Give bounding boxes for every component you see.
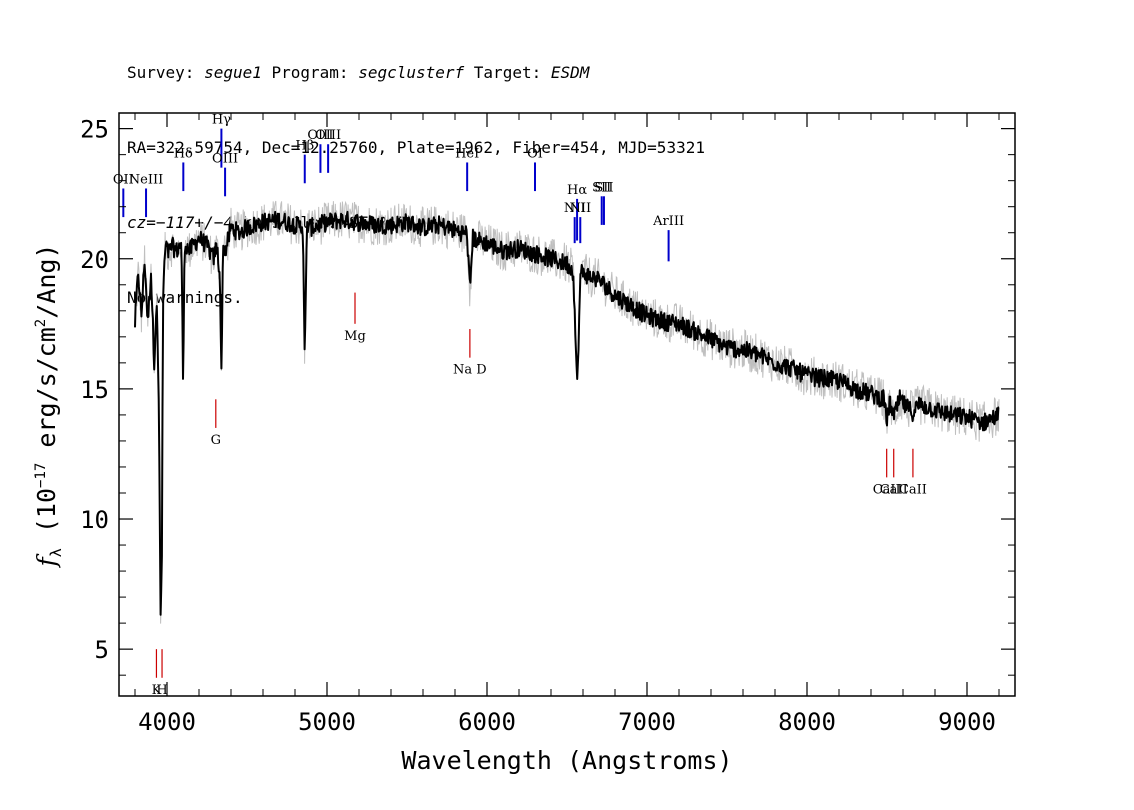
survey-prefix: Survey: (127, 63, 205, 82)
program-value: segclusterf (358, 63, 465, 82)
absorption-line-label: CaII (880, 482, 908, 497)
y-tick-label: 10 (80, 506, 109, 534)
redshift-value: cz=−117+/−4 (127, 213, 233, 232)
absorption-line-label: Mg (344, 329, 366, 344)
y-tick-label: 5 (95, 636, 109, 664)
emission-line-label: OII (113, 172, 134, 187)
emission-line-label: Hδ (174, 146, 193, 161)
x-tick-label: 4000 (138, 708, 196, 736)
emission-line-label: OIII (315, 128, 341, 143)
program-prefix: Program: (261, 63, 359, 82)
emission-line-label: Hγ (212, 113, 231, 128)
target-value: ESDM (550, 63, 590, 82)
survey-value: segue1 (204, 63, 262, 82)
emission-line-label: HeI (455, 146, 479, 161)
absorption-line-label: H (156, 683, 167, 698)
x-axis-title: Wavelength (Angstroms) (401, 746, 732, 775)
absorption-line-label: K (152, 683, 162, 698)
flux-line (134, 210, 1000, 616)
absorption-line-label: Na D (453, 363, 487, 378)
emission-line-label: NeIII (129, 172, 163, 187)
header-line-coords: RA=322.59754, Dec=12.25760, Plate=1962, … (127, 138, 705, 157)
emission-line-label: SII (594, 180, 613, 195)
y-axis-title: fλ (10−17 erg/s/cm2/Ang) (32, 244, 65, 569)
emission-line-label: OIII (212, 152, 238, 167)
plot-frame (118, 112, 1016, 697)
axis-ticks (119, 113, 1015, 696)
x-tick-label: 5000 (298, 708, 356, 736)
axis-tick-labels: 4000 5000 6000 7000 8000 9000 5 10 15 20 25 (80, 116, 996, 736)
emission-line-label: NII (564, 201, 586, 216)
y-tick-label: 25 (80, 116, 109, 144)
absorption-line-label: CaII (873, 482, 901, 497)
x-tick-label: 7000 (618, 708, 676, 736)
x-tick-label: 9000 (938, 708, 996, 736)
absorption-line-label: CaII (899, 482, 927, 497)
emission-line-label: OIII (307, 128, 333, 143)
absorption-line-label: G (211, 433, 221, 448)
emission-line-label: NII (569, 201, 591, 216)
emission-line-label: SII (592, 180, 611, 195)
emission-line-label: ArIII (652, 214, 684, 229)
header-line-survey: Survey: segue1 Program: segclusterf Targ… (127, 60, 705, 85)
y-tick-label: 20 (80, 246, 109, 274)
x-tick-label: 6000 (458, 708, 516, 736)
y-tick-label: 15 (80, 376, 109, 404)
emission-line-label: Hα (567, 183, 587, 198)
target-prefix: Target: (464, 63, 551, 82)
x-tick-label: 8000 (778, 708, 836, 736)
flux-series (134, 210, 1000, 616)
emission-line-label: Hβ (295, 139, 314, 154)
emission-line-label: OI (527, 146, 543, 161)
